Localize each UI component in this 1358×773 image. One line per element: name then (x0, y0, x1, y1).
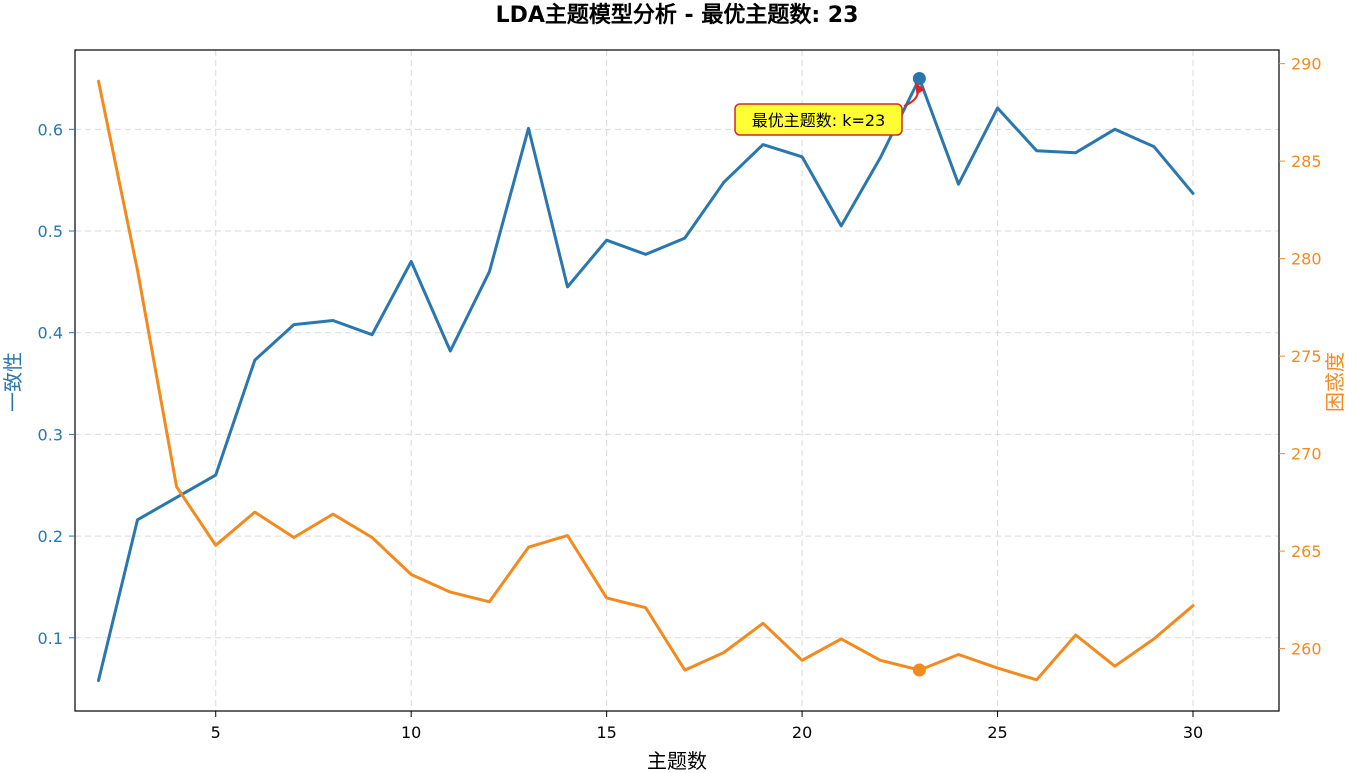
y-ticks-right: 260 265 270 275 280 285 290 (1279, 55, 1322, 659)
y-tick-label-right: 275 (1291, 347, 1322, 366)
x-axis-label: 主题数 (647, 749, 707, 773)
y-tick-label-right: 285 (1291, 152, 1322, 171)
y-tick-label-right: 260 (1291, 640, 1322, 659)
x-tick-label: 30 (1183, 723, 1203, 742)
y-tick-label-right: 280 (1291, 250, 1322, 269)
x-tick-label: 20 (792, 723, 812, 742)
x-tick-label: 15 (596, 723, 616, 742)
annotation-box (734, 103, 903, 136)
x-tick-label: 25 (987, 723, 1007, 742)
y-tick-label-left: 0.1 (38, 629, 63, 648)
optimal-annotation: 最优主题数: k=23 (734, 81, 926, 136)
x-tick-label: 5 (211, 723, 221, 742)
y-tick-label-right: 265 (1291, 542, 1322, 561)
y-tick-label-left: 0.4 (38, 324, 63, 343)
annotation-arrow-head (915, 82, 926, 95)
series-lines (97, 77, 1195, 682)
y-tick-label-left: 0.2 (38, 527, 63, 546)
chart-title: LDA主题模型分析 - 最优主题数: 23 (496, 2, 859, 28)
annotation-label: 最优主题数: k=23 (752, 111, 886, 130)
y-axis-label-left: 一致性 (1, 352, 25, 412)
y-tick-label-left: 0.5 (38, 222, 63, 241)
y-tick-label-left: 0.6 (38, 120, 63, 139)
y-ticks-left: 0.1 0.2 0.3 0.4 0.5 0.6 (38, 120, 75, 648)
y-tick-label-right: 270 (1291, 445, 1322, 464)
x-tick-label: 10 (401, 723, 421, 742)
y-tick-label-left: 0.3 (38, 425, 63, 444)
optimal-markers (912, 71, 926, 677)
perplexity-line (97, 79, 1195, 682)
grid-lines (75, 50, 1279, 711)
y-tick-label-right: 290 (1291, 55, 1322, 74)
coherence-line (97, 77, 1195, 682)
optimal-coherence-point (912, 71, 926, 85)
x-ticks: 5 10 15 20 25 30 (211, 711, 1203, 742)
plot-frame (74, 49, 1280, 712)
optimal-perplexity-point (912, 663, 926, 677)
y-axis-label-right: 困惑度 (1323, 352, 1347, 412)
